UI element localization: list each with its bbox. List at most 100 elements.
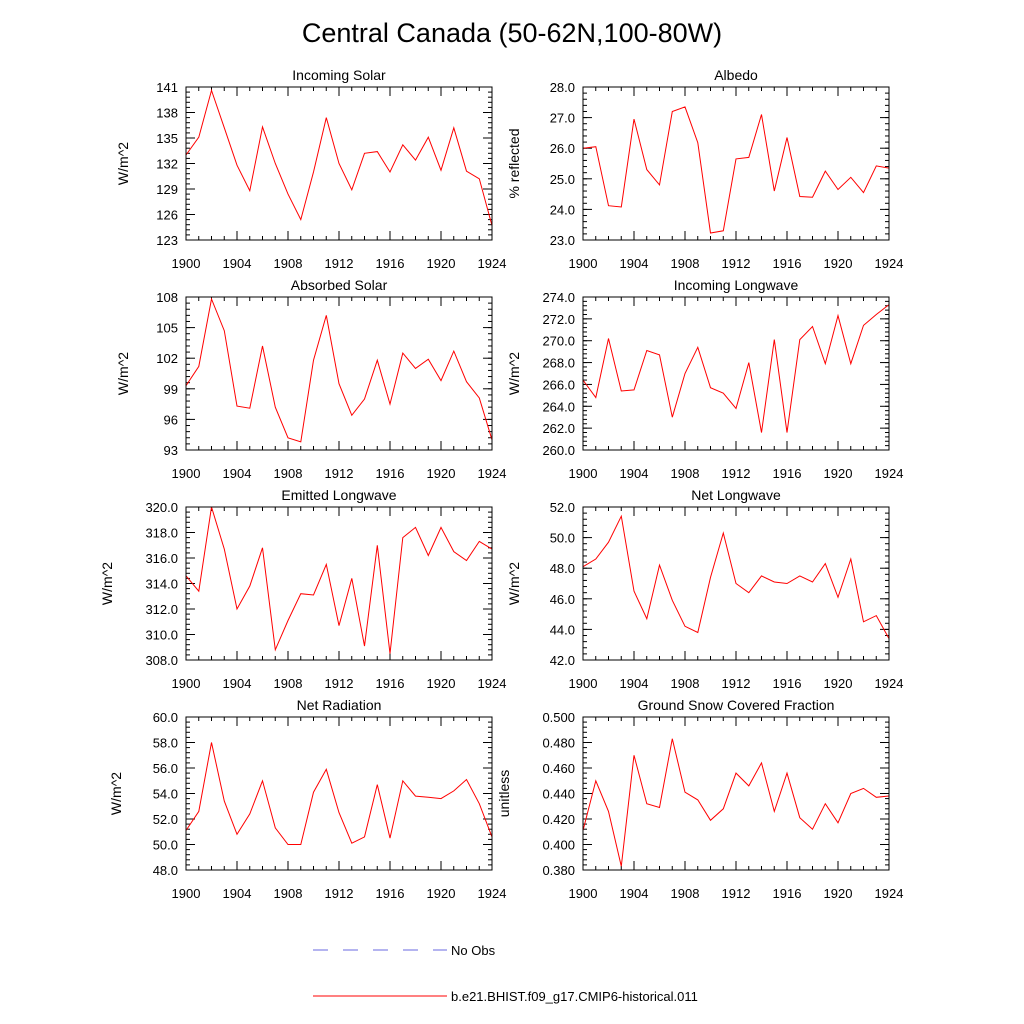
y-tick-label: 52.0: [153, 812, 178, 827]
x-tick-label: 1904: [620, 256, 649, 271]
y-tick-label: 268.0: [542, 356, 575, 371]
x-tick-label: 1904: [620, 886, 649, 901]
x-tick-label: 1904: [223, 256, 252, 271]
x-tick-label: 1912: [722, 886, 751, 901]
y-tick-label: 310.0: [145, 628, 178, 643]
x-tick-label: 1924: [478, 466, 507, 481]
y-tick-label: 23.0: [550, 233, 575, 248]
y-tick-label: 0.400: [542, 838, 575, 853]
x-tick-label: 1904: [223, 466, 252, 481]
panel-title: Albedo: [714, 67, 758, 83]
panel-incoming-solar: Incoming Solar W/m^2 1900 1904 1908 1912 1916 1…: [115, 67, 506, 271]
x-tick-label: 1912: [325, 256, 354, 271]
y-tick-label: 272.0: [542, 312, 575, 327]
x-tick-label: 1912: [325, 676, 354, 691]
y-tick-label: 26.0: [550, 141, 575, 156]
panel-emitted-longwave: Emitted Longwave W/m^2 1900 1904 1908 1912 191…: [99, 487, 506, 691]
x-tick-label: 1924: [478, 676, 507, 691]
x-tick-label: 1900: [172, 466, 201, 481]
minor-ticks: [582, 296, 890, 451]
series-line-incoming-solar: [185, 88, 493, 226]
y-tick-label: 99: [164, 382, 178, 397]
y-tick-label: 56.0: [153, 761, 178, 776]
y-axis-label: W/m^2: [99, 562, 115, 605]
figure-title: Central Canada (50-62N,100-80W): [302, 18, 722, 48]
y-tick-label: 108: [156, 290, 178, 305]
y-tick-label: 105: [156, 321, 178, 336]
y-tick-label: 320.0: [145, 500, 178, 515]
plot-frame: [582, 506, 890, 661]
x-tick-label: 1908: [274, 886, 303, 901]
y-tick-label: 0.440: [542, 787, 575, 802]
y-tick-label: 0.380: [542, 863, 575, 878]
minor-ticks: [582, 86, 890, 241]
y-tick-label: 126: [156, 208, 178, 223]
y-tick-label: 50.0: [550, 531, 575, 546]
x-tick-label: 1900: [172, 886, 201, 901]
x-tick-label: 1916: [773, 886, 802, 901]
y-tick-label: 308.0: [145, 653, 178, 668]
series-line-net-longwave: [582, 514, 890, 639]
y-tick-label: 132: [156, 157, 178, 172]
series-line-incoming-longwave: [582, 304, 890, 433]
x-tick-label: 1920: [824, 886, 853, 901]
minor-ticks: [582, 716, 890, 871]
y-tick-label: 60.0: [153, 710, 178, 725]
panel-net-longwave: Net Longwave W/m^2 1900 1904 1908 1912 1916 192…: [506, 487, 903, 691]
panel-ground-snow-covered-fraction: Ground Snow Covered Fraction unitless 1900…: [496, 697, 903, 901]
y-tick-label: 135: [156, 131, 178, 146]
x-tick-label: 1916: [376, 466, 405, 481]
y-axis-label: W/m^2: [108, 772, 124, 815]
x-tick-label: 1900: [172, 676, 201, 691]
x-tick-label: 1916: [376, 256, 405, 271]
x-tick-label: 1900: [569, 886, 598, 901]
y-axis-label: W/m^2: [506, 562, 522, 605]
x-tick-label: 1924: [875, 466, 904, 481]
y-tick-label: 48.0: [550, 561, 575, 576]
y-tick-label: 52.0: [550, 500, 575, 515]
x-tick-label: 1912: [325, 886, 354, 901]
y-tick-label: 274.0: [542, 290, 575, 305]
x-tick-label: 1900: [172, 256, 201, 271]
y-tick-label: 262.0: [542, 421, 575, 436]
plot-frame: [582, 296, 890, 451]
y-axis-label: W/m^2: [115, 352, 131, 395]
panel-grid: Incoming Solar W/m^2 1900 1904 1908 1912 1916 1…: [99, 67, 903, 901]
x-tick-label: 1920: [427, 676, 456, 691]
x-tick-label: 1904: [223, 886, 252, 901]
y-tick-label: 42.0: [550, 653, 575, 668]
y-tick-label: 25.0: [550, 172, 575, 187]
y-tick-label: 27.0: [550, 111, 575, 126]
minor-ticks: [185, 716, 493, 871]
y-tick-label: 264.0: [542, 399, 575, 414]
x-tick-label: 1900: [569, 256, 598, 271]
x-tick-label: 1912: [722, 466, 751, 481]
y-axis-label: unitless: [496, 770, 512, 817]
x-tick-label: 1920: [427, 466, 456, 481]
x-tick-label: 1908: [671, 256, 700, 271]
series-line-net-radiation: [185, 742, 493, 845]
legend: No Obs b.e21.BHIST.f09_g17.CMIP6-histori…: [313, 943, 698, 1004]
panel-title: Absorbed Solar: [291, 277, 388, 293]
y-axis-label: % reflected: [506, 128, 522, 198]
y-tick-label: 58.0: [153, 736, 178, 751]
x-tick-label: 1904: [620, 676, 649, 691]
y-tick-label: 129: [156, 182, 178, 197]
panel-title: Net Radiation: [297, 697, 382, 713]
y-tick-label: 102: [156, 351, 178, 366]
plot-frame: [185, 86, 493, 241]
y-axis-label: W/m^2: [115, 142, 131, 185]
y-axis-label: W/m^2: [506, 352, 522, 395]
x-tick-label: 1916: [376, 676, 405, 691]
x-tick-label: 1900: [569, 676, 598, 691]
y-tick-label: 28.0: [550, 80, 575, 95]
series-line-albedo: [582, 106, 890, 234]
plot-frame: [185, 296, 493, 451]
x-tick-label: 1912: [325, 466, 354, 481]
x-tick-label: 1920: [824, 676, 853, 691]
x-tick-label: 1920: [427, 886, 456, 901]
legend-label-model: b.e21.BHIST.f09_g17.CMIP6-historical.011: [451, 989, 698, 1004]
series-line-absorbed-solar: [185, 297, 493, 443]
x-tick-label: 1912: [722, 256, 751, 271]
x-tick-label: 1904: [620, 466, 649, 481]
